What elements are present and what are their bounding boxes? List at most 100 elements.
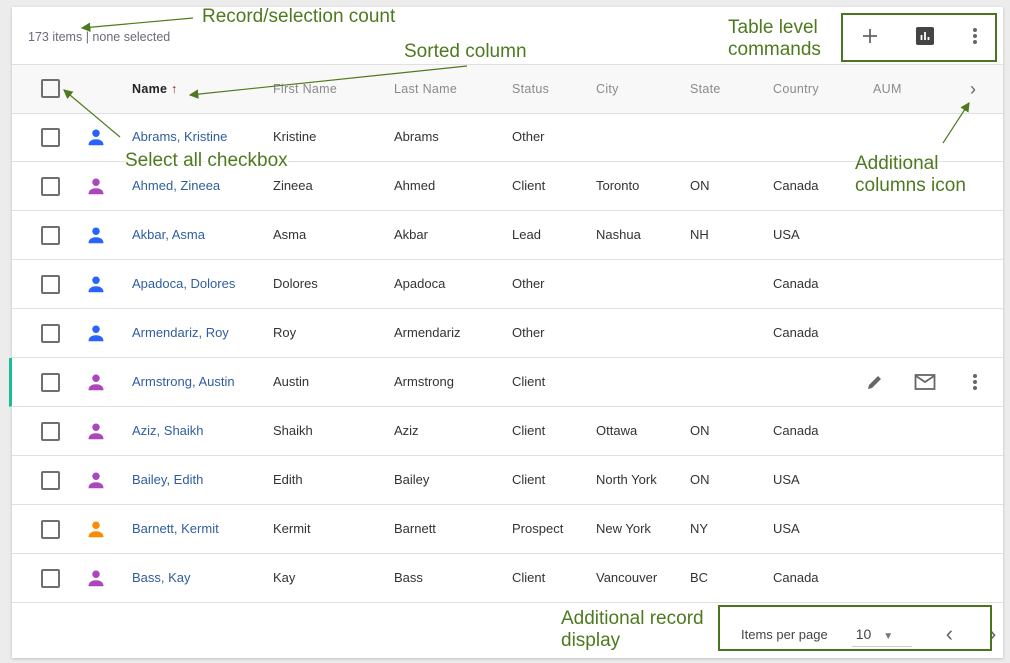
person-icon: [88, 325, 104, 342]
last-name-cell: Aziz: [394, 423, 419, 438]
status-cell: Client: [512, 472, 546, 487]
column-header-status[interactable]: Status: [512, 82, 550, 96]
edit-icon[interactable]: [865, 372, 885, 397]
name-cell[interactable]: Aziz, Shaikh: [132, 423, 204, 438]
row-checkbox[interactable]: [41, 569, 60, 588]
first-name-cell: Zineea: [273, 178, 313, 193]
row-checkbox[interactable]: [41, 177, 60, 196]
column-header-last-name[interactable]: Last Name: [394, 82, 458, 96]
first-name-cell: Austin: [273, 374, 310, 389]
name-cell[interactable]: Armendariz, Roy: [132, 325, 229, 340]
state-cell: BC: [690, 570, 709, 585]
previous-page-icon[interactable]: ‹: [945, 621, 954, 646]
city-cell: Toronto: [596, 178, 640, 193]
row-checkbox[interactable]: [41, 324, 60, 343]
name-cell[interactable]: Apadoca, Dolores: [132, 276, 236, 291]
first-name-cell: Edith: [273, 472, 303, 487]
items-per-page-select[interactable]: 10 ▼: [851, 622, 912, 647]
data-table-card: 173 items | none selected Name ↑ First N…: [9, 7, 1003, 658]
country-cell: Canada: [773, 178, 819, 193]
state-cell: ON: [690, 472, 710, 487]
person-icon: [88, 129, 104, 146]
more-vert-icon[interactable]: [972, 373, 978, 396]
column-header-country[interactable]: Country: [773, 82, 819, 96]
table-row[interactable]: Armstrong, Austin Austin Armstrong Client: [9, 358, 1003, 407]
last-name-cell: Bailey: [394, 472, 430, 487]
status-cell: Client: [512, 178, 546, 193]
person-icon: [88, 374, 104, 391]
column-header-aum[interactable]: AUM: [873, 82, 902, 96]
status-cell: Other: [512, 276, 545, 291]
person-icon: [88, 276, 104, 293]
person-icon: [88, 227, 104, 244]
name-cell[interactable]: Abrams, Kristine: [132, 129, 228, 144]
row-checkbox[interactable]: [41, 128, 60, 147]
row-checkbox[interactable]: [41, 226, 60, 245]
table-commands: [842, 15, 997, 61]
state-cell: NH: [690, 227, 709, 242]
record-count: 173 items | none selected: [28, 30, 170, 44]
last-name-cell: Ahmed: [394, 178, 436, 193]
annotation-additional-columns: Additional columns icon: [855, 153, 966, 196]
table-row[interactable]: Ahmed, Zineea Zineea Ahmed Client Toronto ON C…: [12, 162, 1003, 211]
status-cell: Other: [512, 325, 545, 340]
state-cell: NY: [690, 521, 709, 536]
row-checkbox[interactable]: [41, 275, 60, 294]
first-name-cell: Kristine: [273, 129, 317, 144]
table-header: Name ↑ First Name Last Name Status City …: [12, 64, 1003, 114]
annotation-sorted: Sorted column: [404, 41, 527, 62]
first-name-cell: Kay: [273, 570, 296, 585]
table-row[interactable]: Bass, Kay Kay Bass Client Vancouver BC Canada: [12, 554, 1003, 603]
name-cell[interactable]: Ahmed, Zineea: [132, 178, 221, 193]
first-name-cell: Kermit: [273, 521, 311, 536]
column-header-city[interactable]: City: [596, 82, 619, 96]
email-icon[interactable]: [914, 373, 936, 396]
select-all-checkbox[interactable]: [41, 79, 60, 98]
name-cell[interactable]: Barnett, Kermit: [132, 521, 219, 536]
first-name-cell: Roy: [273, 325, 297, 340]
country-cell: USA: [773, 521, 800, 536]
last-name-cell: Bass: [394, 570, 423, 585]
table-row[interactable]: Barnett, Kermit Kermit Barnett Prospect New …: [12, 505, 1003, 554]
selection-count: none selected: [92, 30, 171, 44]
column-header-name[interactable]: Name ↑: [132, 82, 178, 96]
more-vert-icon[interactable]: [972, 27, 978, 50]
name-cell[interactable]: Armstrong, Austin: [132, 374, 235, 389]
city-cell: Ottawa: [596, 423, 638, 438]
bar-chart-icon[interactable]: [916, 26, 935, 50]
country-cell: Canada: [773, 276, 819, 291]
person-icon: [88, 178, 104, 195]
table-row[interactable]: Abrams, Kristine Kristine Abrams Other: [12, 113, 1003, 162]
table-row[interactable]: Aziz, Shaikh Shaikh Aziz Client Ottawa ON Cana…: [12, 407, 1003, 456]
row-checkbox[interactable]: [41, 422, 60, 441]
status-cell: Client: [512, 570, 546, 585]
sort-ascending-icon: ↑: [171, 82, 178, 96]
name-cell[interactable]: Bailey, Edith: [132, 472, 204, 487]
next-page-icon[interactable]: ›: [989, 621, 997, 646]
annotation-additional-record: Additional record display: [561, 608, 704, 651]
last-name-cell: Abrams: [394, 129, 439, 144]
annotation-select-all: Select all checkbox: [125, 150, 288, 172]
column-header-state[interactable]: State: [690, 82, 721, 96]
name-cell[interactable]: Akbar, Asma: [132, 227, 205, 242]
table-row[interactable]: Apadoca, Dolores Dolores Apadoca Other Canad…: [12, 260, 1003, 309]
table-row[interactable]: Akbar, Asma Asma Akbar Lead Nashua NH USA: [12, 211, 1003, 260]
column-header-first-name[interactable]: First Name: [273, 82, 338, 96]
last-name-cell: Armstrong: [394, 374, 454, 389]
name-cell[interactable]: Bass, Kay: [132, 570, 191, 585]
row-checkbox[interactable]: [41, 373, 60, 392]
chevron-right-icon[interactable]: ›: [970, 79, 976, 99]
status-cell: Other: [512, 129, 545, 144]
last-name-cell: Akbar: [394, 227, 428, 242]
row-checkbox[interactable]: [41, 471, 60, 490]
row-checkbox[interactable]: [41, 520, 60, 539]
plus-icon[interactable]: [861, 27, 879, 50]
table-row[interactable]: Bailey, Edith Edith Bailey Client North York…: [12, 456, 1003, 505]
state-cell: ON: [690, 178, 710, 193]
separator: |: [85, 30, 89, 44]
city-cell: New York: [596, 521, 651, 536]
status-cell: Client: [512, 374, 546, 389]
annotation-box-table-commands: [841, 13, 997, 62]
city-cell: Nashua: [596, 227, 641, 242]
table-row[interactable]: Armendariz, Roy Roy Armendariz Other Canada: [12, 309, 1003, 358]
